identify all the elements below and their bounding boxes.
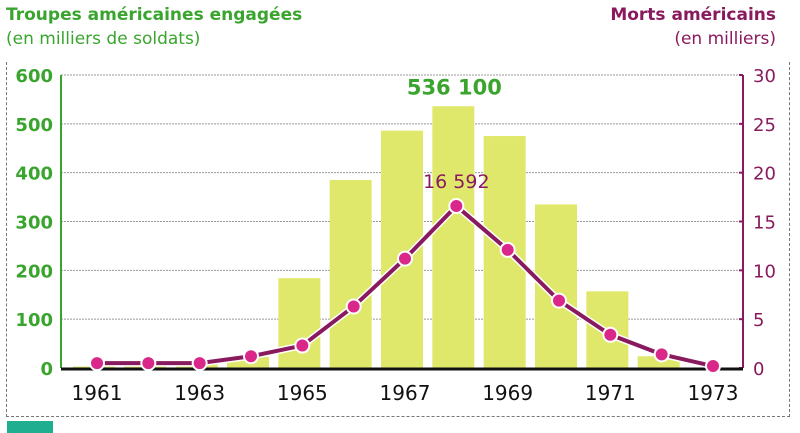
left-tick-label: 500 — [15, 115, 53, 136]
bar-1968 — [432, 106, 475, 369]
left-tick-label: 200 — [15, 261, 53, 282]
deaths-point-1963 — [191, 355, 208, 372]
right-axis-title: Morts américains — [610, 5, 776, 25]
deaths-point-1968 — [448, 197, 465, 214]
deaths-point-1965 — [294, 337, 311, 354]
deaths-point-1962 — [140, 355, 157, 372]
bar-1972 — [637, 356, 680, 368]
x-tick-label: 1965 — [277, 381, 328, 405]
right-tick-label: 10 — [753, 261, 776, 282]
left-tick-label: 400 — [15, 164, 53, 185]
left-tick-label: 600 — [15, 66, 53, 87]
deaths-point-1970 — [551, 292, 567, 309]
x-tick-label: 1969 — [482, 381, 533, 405]
deaths-point-1961 — [89, 355, 105, 372]
left-axis-title: Troupes américaines engagées — [6, 5, 303, 25]
left-tick-label: 300 — [15, 213, 53, 234]
chart-frame — [6, 62, 790, 417]
deaths-point-1964 — [243, 348, 259, 365]
bar-1966 — [329, 179, 372, 368]
deaths-point-1973 — [705, 358, 721, 375]
right-tick-label: 25 — [753, 115, 776, 136]
peak-troops-label: 536 100 — [407, 75, 502, 99]
deaths-point-1967 — [397, 250, 413, 267]
x-tick-label: 1971 — [585, 381, 636, 405]
deaths-point-1971 — [602, 326, 619, 343]
right-tick-label: 20 — [753, 164, 776, 185]
x-tick-label: 1961 — [72, 381, 123, 405]
right-axis-subtitle: (en milliers) — [674, 29, 776, 49]
right-tick-label: 30 — [753, 66, 776, 87]
left-tick-label: 100 — [15, 310, 53, 331]
right-tick-label: 0 — [753, 359, 764, 380]
x-tick-label: 1967 — [380, 381, 431, 405]
peak-deaths-label: 16 592 — [423, 171, 489, 193]
deaths-point-1972 — [653, 346, 670, 363]
right-tick-label: 15 — [753, 213, 776, 234]
deaths-point-1969 — [499, 241, 516, 258]
deaths-point-1966 — [345, 298, 362, 315]
right-tick-label: 5 — [753, 310, 764, 331]
x-tick-label: 1963 — [174, 381, 225, 405]
left-axis-subtitle: (en milliers de soldats) — [6, 29, 201, 49]
left-tick-label: 0 — [40, 359, 53, 380]
x-tick-label: 1973 — [688, 381, 739, 405]
bar-1965 — [278, 278, 321, 368]
